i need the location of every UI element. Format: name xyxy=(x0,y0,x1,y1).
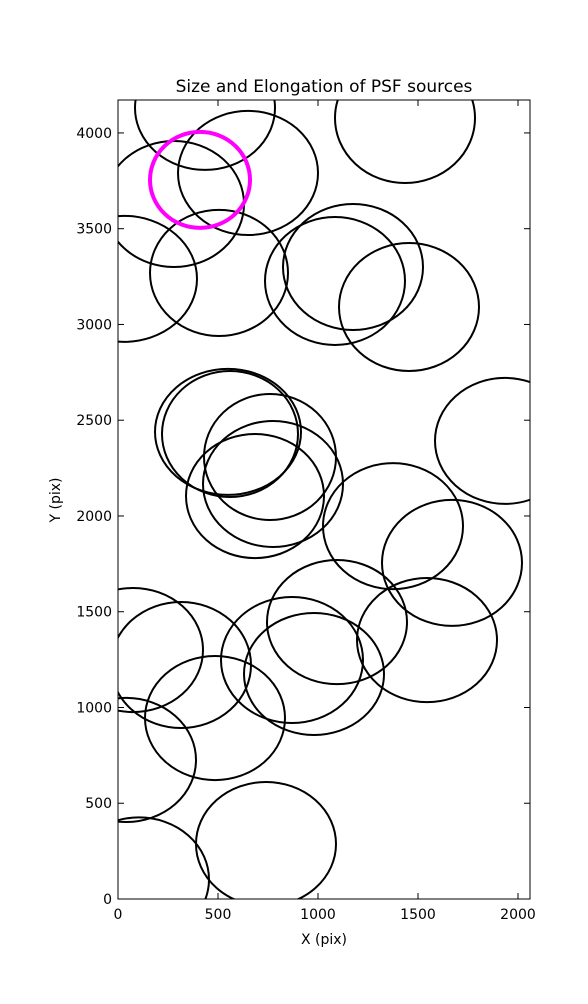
x-tick-label: 500 xyxy=(205,907,232,923)
x-tick-label: 1000 xyxy=(300,907,336,923)
x-tick-label: 1500 xyxy=(400,907,436,923)
psf-ellipse xyxy=(161,369,299,499)
psf-ellipse xyxy=(220,595,364,724)
psf-ellipse xyxy=(243,611,385,736)
psf-ellipse xyxy=(154,367,302,496)
psf-ellipse xyxy=(338,242,480,372)
x-tick-label: 0 xyxy=(114,907,123,923)
psf-ellipse xyxy=(144,654,286,782)
y-tick-label: 3000 xyxy=(76,317,112,333)
psf-ellipse xyxy=(322,462,464,591)
y-tick-label: 1000 xyxy=(76,700,112,716)
y-tick-label: 2000 xyxy=(76,509,112,525)
psf-ellipse xyxy=(118,214,198,343)
y-tick-label: 3500 xyxy=(76,222,112,238)
y-axis-label: Y (pix) xyxy=(48,478,64,524)
psf-ellipse xyxy=(118,696,197,823)
psf-ellipse xyxy=(134,100,276,171)
psf-ellipse xyxy=(148,129,252,230)
psf-ellipse xyxy=(381,498,523,627)
psf-ellipse xyxy=(282,202,424,332)
y-tick-label: 2500 xyxy=(76,413,112,429)
psf-ellipse xyxy=(334,100,476,185)
psf-ellipse xyxy=(177,109,319,237)
y-tick-label: 500 xyxy=(85,796,112,812)
y-tick-label: 1500 xyxy=(76,605,112,621)
psf-ellipse xyxy=(185,433,325,560)
x-tick-label: 2000 xyxy=(500,907,536,923)
y-tick-label: 4000 xyxy=(76,126,112,142)
psf-ellipse xyxy=(118,816,210,899)
x-axis-label: X (pix) xyxy=(301,932,347,948)
psf-ellipse xyxy=(266,559,408,686)
chart-title: Size and Elongation of PSF sources xyxy=(176,77,473,97)
plot-area xyxy=(118,100,530,899)
psf-ellipse xyxy=(434,376,530,505)
y-tick-label: 0 xyxy=(103,892,112,908)
psf-ellipse xyxy=(149,208,289,337)
psf-ellipse xyxy=(356,577,498,704)
plot-frame xyxy=(117,99,531,900)
psf-ellipse xyxy=(202,419,344,548)
psf-ellipse xyxy=(264,216,406,346)
